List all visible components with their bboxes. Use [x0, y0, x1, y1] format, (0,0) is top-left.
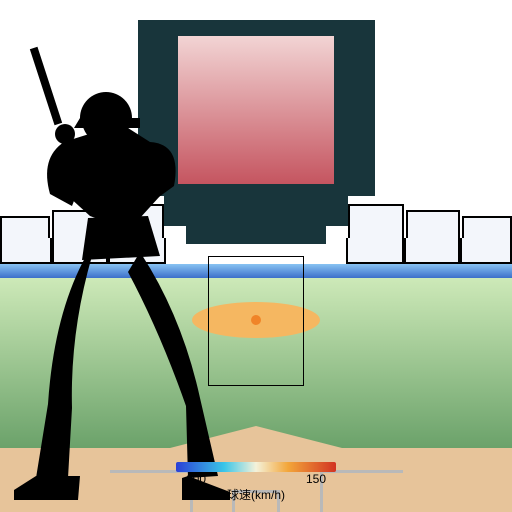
batter-silhouette	[10, 46, 230, 500]
legend-label: 球速(km/h)	[176, 486, 336, 503]
legend-tick-min: 100	[186, 472, 206, 486]
pitch-chart-stage: 100 150 球速(km/h)	[0, 0, 512, 512]
velocity-legend: 100 150 球速(km/h)	[176, 462, 336, 503]
legend-tick-max: 150	[306, 472, 326, 486]
velocity-colorbar	[176, 462, 336, 472]
